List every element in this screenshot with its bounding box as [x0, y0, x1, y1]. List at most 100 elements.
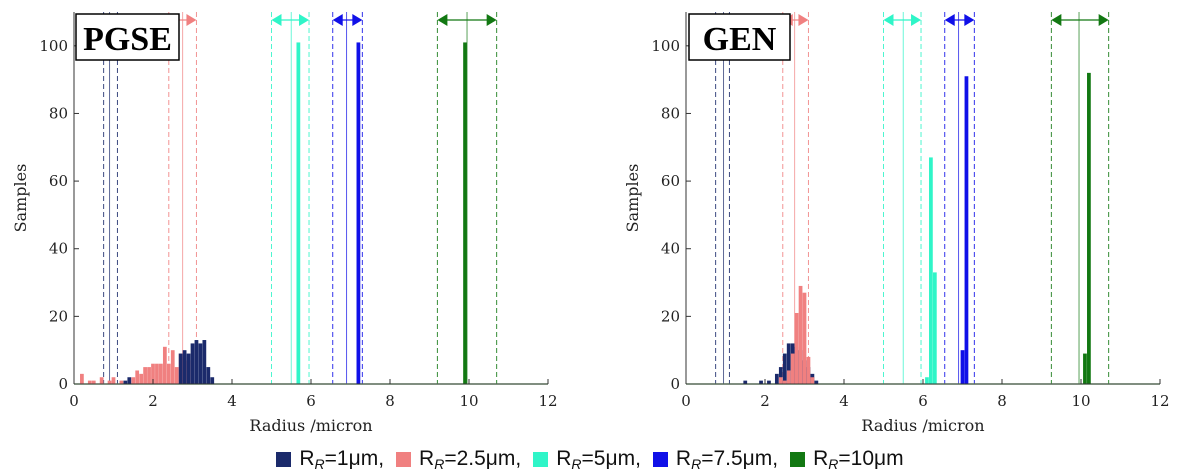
legend-label-prefix: R [299, 447, 315, 470]
chart-panel-pgse: 0 2 4 6 8 10 12 0 20 40 60 80 100 Radius /micron Sampl… [11, 12, 558, 435]
legend-swatch [652, 451, 668, 467]
interval-r2_5 [168, 12, 197, 384]
x-tick-label: 12 [538, 392, 557, 410]
interval-r7_5 [944, 12, 975, 384]
interval-r1 [715, 12, 730, 384]
bar [932, 272, 937, 384]
bar [135, 370, 140, 384]
bar [159, 363, 163, 384]
bar [99, 377, 104, 384]
bar [960, 350, 965, 384]
interval-arrowhead-right [352, 14, 363, 26]
bar [194, 340, 199, 384]
bar [91, 380, 96, 384]
interval-arrowhead-right [186, 14, 197, 26]
interval-arrowhead-right [299, 14, 310, 26]
bar [463, 42, 467, 384]
legend-swatch [533, 451, 549, 467]
series-r7_5 [960, 76, 969, 384]
bar [296, 42, 301, 384]
bar [790, 353, 795, 384]
legend-item-r10: R R =10μm [790, 447, 904, 472]
bar [786, 370, 791, 384]
bar [151, 363, 155, 384]
bar [1087, 72, 1091, 384]
series-r5 [925, 157, 937, 384]
bar [166, 363, 171, 384]
series-r5 [296, 42, 301, 384]
y-tick-label: 20 [49, 307, 68, 325]
bar [147, 367, 151, 384]
x-tick-label: 10 [459, 392, 478, 410]
bar [782, 380, 787, 384]
y-tick-label: 80 [661, 104, 680, 122]
x-tick-label: 8 [997, 392, 1007, 410]
interval-r7_5 [332, 12, 363, 384]
legend-item-r7_5: R R =7.5μm, [652, 447, 779, 472]
interval-arrowhead-left [944, 14, 955, 26]
legend-label-subscript: R [691, 456, 702, 472]
interval-r5 [271, 12, 310, 384]
y-axis-label: Samples [623, 164, 642, 233]
x-tick-label: 4 [227, 392, 237, 410]
bar [810, 377, 815, 384]
bar [964, 76, 969, 384]
series-r1 [123, 340, 215, 384]
bar [178, 353, 183, 384]
interval-arrowhead-left [1051, 14, 1062, 26]
panel-title: GEN [703, 21, 777, 58]
bar [806, 356, 811, 384]
y-tick-label: 60 [49, 172, 68, 190]
legend-label-subscript: R [571, 456, 582, 472]
series-r2_5 [778, 285, 815, 384]
panel-title-box [688, 13, 791, 61]
bar [190, 343, 195, 384]
bar [929, 157, 933, 384]
legend-swatch [396, 451, 412, 467]
y-axis-label: Samples [11, 164, 30, 233]
bar [139, 373, 144, 384]
chart-panel-gen: 0 2 4 6 8 10 12 0 20 40 60 80 100 Radius /micron Sampl… [623, 12, 1170, 435]
interval-arrowhead-left [271, 14, 282, 26]
bar [794, 312, 799, 384]
bar [174, 367, 179, 384]
bar [743, 380, 748, 384]
x-tick-label: 0 [69, 392, 79, 410]
bar [123, 380, 128, 384]
legend-label-suffix: =10μm [838, 447, 904, 470]
bar [356, 42, 361, 384]
legend-label-suffix: =7.5μm, [701, 447, 779, 470]
bar [759, 380, 763, 384]
bar [798, 285, 803, 384]
interval-r5 [883, 12, 922, 384]
legend-label-suffix: =1μm, [324, 447, 385, 470]
bar [198, 343, 203, 384]
series-r10 [463, 42, 467, 384]
bar [925, 377, 929, 384]
y-tick-label: 0 [58, 375, 68, 393]
legend: R R =1μm, R R =2.5μm, R R =5μm, R R =7.5μm, R R =10μm [0, 446, 1180, 472]
bar [80, 373, 84, 384]
legend-item-r5: R R =5μm, [533, 447, 641, 472]
legend-label-prefix: R [419, 447, 435, 470]
y-tick-label: 100 [651, 37, 680, 55]
bar [143, 367, 147, 384]
x-tick-label: 4 [839, 392, 849, 410]
bar [111, 377, 116, 384]
bar [182, 350, 187, 384]
y-tick-label: 40 [661, 240, 680, 258]
legend-label-subscript: R [434, 456, 445, 472]
legend-item-r2_5: R R =2.5μm, [396, 447, 521, 472]
interval-arrowhead-right [911, 14, 922, 26]
interval-arrowhead-left [332, 14, 343, 26]
x-tick-label: 12 [1150, 392, 1169, 410]
x-tick-label: 0 [681, 392, 691, 410]
y-tick-label: 60 [661, 172, 680, 190]
legend-swatch [276, 451, 292, 467]
panel-title: PGSE [83, 21, 172, 58]
x-axis-label: Radius /micron [861, 416, 984, 435]
interval-r10 [436, 12, 498, 384]
bar [778, 377, 783, 384]
bar [210, 377, 215, 384]
